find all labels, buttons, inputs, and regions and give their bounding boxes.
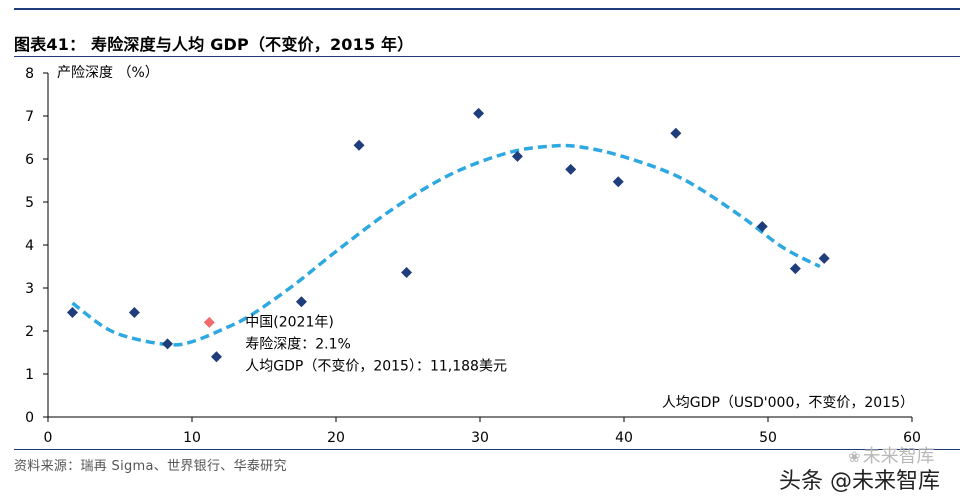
data-point (295, 296, 307, 308)
x-tick-label: 50 (759, 430, 777, 446)
x-tick-label: 30 (471, 430, 489, 446)
x-tick-label: 10 (183, 430, 201, 446)
data-point (789, 263, 801, 275)
data-point (162, 338, 174, 350)
data-point (565, 163, 577, 175)
data-point (473, 107, 485, 119)
y-tick-label: 8 (25, 66, 34, 82)
y-axis-label: 产险深度 （%） (57, 65, 159, 81)
annotation-line: 寿险深度：2.1% (245, 335, 351, 352)
y-tick-label: 3 (25, 281, 34, 297)
x-ticks: 0 10 20 30 40 50 60 (44, 417, 921, 446)
data-point (818, 252, 830, 264)
annotation-line: 中国(2021年) (245, 314, 334, 330)
data-point (756, 221, 768, 233)
watermark-top-text: 未来智库 (862, 446, 935, 467)
x-axis-label: 人均GDP（USD'000，不变价，2015） (662, 395, 914, 411)
source-note: 资料来源：瑞再 Sigma、世界银行、华泰研究 (14, 459, 287, 474)
x-tick-label: 20 (327, 430, 345, 446)
data-point (128, 307, 140, 319)
china-highlight-point (203, 316, 215, 328)
top-rule (14, 8, 960, 10)
data-point (612, 176, 624, 188)
data-points (66, 107, 830, 363)
data-point (401, 267, 413, 279)
watermark-handle: 头条 @未来智库 (779, 469, 940, 494)
y-tick-label: 5 (25, 195, 34, 211)
chart-title: 图表41： 寿险深度与人均 GDP（不变价，2015 年） (14, 35, 414, 54)
data-point (66, 307, 78, 319)
y-tick-label: 6 (25, 152, 34, 168)
y-tick-label: 2 (25, 324, 34, 340)
data-point (353, 139, 365, 151)
china-annotation: 中国(2021年) 寿险深度：2.1% 人均GDP（不变价，2015）：11,188… (245, 314, 507, 374)
data-point (670, 127, 682, 139)
data-point (210, 351, 222, 363)
watermark-logo-text: ❀ 未来智库 (848, 442, 935, 468)
y-tick-label: 7 (25, 109, 34, 125)
title-rule (14, 56, 960, 57)
logo-icon: ❀ (848, 448, 861, 466)
y-tick-label: 0 (25, 410, 34, 426)
x-tick-label: 60 (903, 430, 921, 446)
y-ticks: 0 1 2 3 4 5 6 7 8 (25, 66, 48, 426)
x-tick-label: 40 (615, 430, 633, 446)
data-point (511, 150, 523, 162)
y-tick-label: 4 (25, 238, 34, 254)
x-tick-label: 0 (44, 430, 53, 446)
annotation-line: 人均GDP（不变价，2015）：11,188美元 (245, 358, 507, 374)
bottom-rule (14, 449, 960, 450)
y-tick-label: 1 (25, 367, 34, 383)
trend-line (71, 143, 821, 347)
